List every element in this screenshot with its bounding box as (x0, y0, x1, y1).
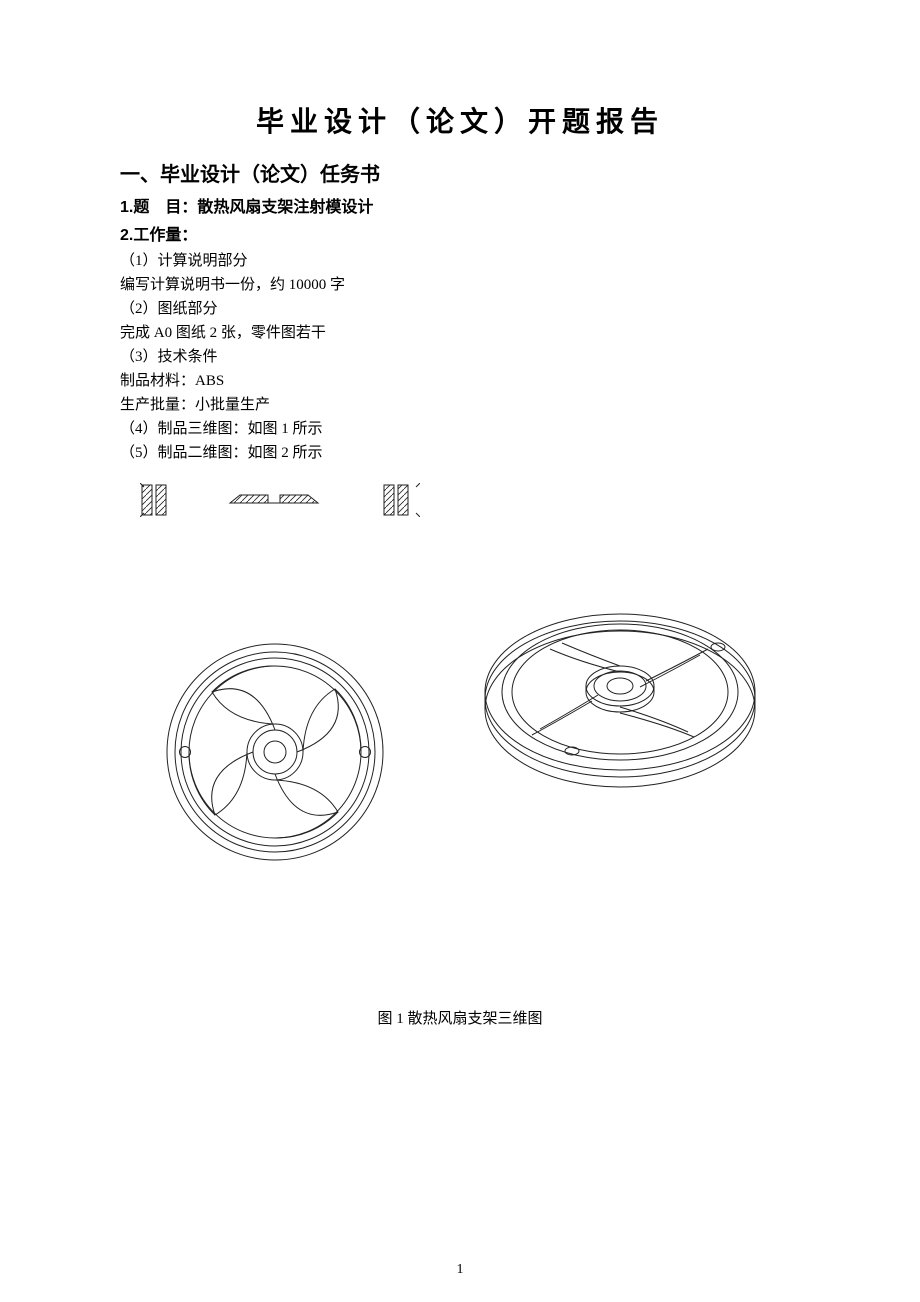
figure-1-caption: 图 1 散热风扇支架三维图 (120, 1007, 800, 1028)
workload-heading: 2.工作量： (120, 221, 800, 245)
topic-line: 1.题 目：散热风扇支架注射模设计 (120, 193, 800, 217)
cross-section-view (140, 483, 420, 517)
body-line: 生产批量：小批量生产 (120, 393, 800, 417)
body-line: （4）制品三维图：如图 1 所示 (120, 417, 800, 441)
front-view (160, 637, 390, 867)
body-line: （1）计算说明部分 (120, 249, 800, 273)
body-line: （3）技术条件 (120, 345, 800, 369)
figure-1-diagram (120, 483, 800, 867)
body-line: 完成 A0 图纸 2 张，零件图若干 (120, 321, 800, 345)
page-number: 1 (457, 1262, 464, 1278)
page-title: 毕业设计（论文）开题报告 (120, 100, 800, 140)
body-line: 编写计算说明书一份，约 10000 字 (120, 273, 800, 297)
section-1-heading: 一、毕业设计（论文）任务书 (120, 158, 800, 187)
body-line: （5）制品二维图：如图 2 所示 (120, 441, 800, 465)
body-line: （2）图纸部分 (120, 297, 800, 321)
isometric-view (470, 577, 770, 837)
body-line: 制品材料：ABS (120, 369, 800, 393)
